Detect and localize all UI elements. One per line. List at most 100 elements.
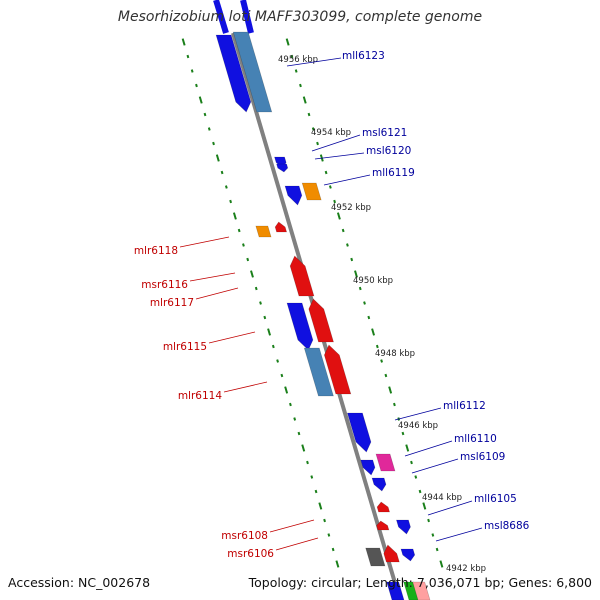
gene-label-msl6121: msl6121: [362, 127, 407, 139]
kbp-marker-label: 4950 kbp: [353, 276, 393, 286]
gene-labels: mll6123 msl6121 msl6120 mll6119 mll6112 mll61…: [134, 50, 530, 560]
scale-tick: [186, 54, 190, 59]
gene-block: [365, 547, 386, 567]
gene-label-msl8686: msl8686: [484, 520, 530, 532]
gene-label-leader: [404, 440, 453, 457]
scale-tick: [207, 127, 211, 131]
gene-label-mll6112: mll6112: [443, 400, 486, 412]
gene-label-leader: [208, 331, 256, 344]
scale-tick: [203, 112, 207, 117]
gene-block: [376, 501, 390, 513]
accession-label: Accession: NC_002678: [8, 575, 151, 590]
scale-tick: [314, 489, 318, 494]
scale-tick: [190, 69, 194, 73]
scale-tick: [422, 502, 427, 510]
scale-tick: [263, 315, 267, 320]
scale-tick: [212, 141, 215, 146]
scale-tick: [401, 431, 405, 436]
gene-label-leader: [269, 519, 315, 533]
gene-label-leader: [435, 527, 483, 542]
gene-block: [400, 548, 416, 562]
scale-ticks: [181, 38, 444, 568]
scale-tick: [323, 518, 326, 523]
gene-block: [308, 298, 334, 343]
scale-tick: [354, 270, 358, 278]
scale-tick: [393, 402, 396, 407]
scale-tick: [232, 212, 237, 220]
scale-tick: [198, 96, 203, 104]
gene-block: [371, 477, 387, 492]
scale-tick: [310, 475, 314, 479]
gene-block: [347, 412, 372, 453]
scale-tick: [380, 359, 383, 363]
scale-tick: [418, 489, 422, 494]
kbp-marker-label: 4944 kbp: [422, 493, 462, 503]
gene-label-mlr6118: mlr6118: [134, 245, 178, 257]
scale-tick: [318, 502, 323, 510]
scale-tick: [350, 257, 354, 262]
gene-label-leader: [394, 407, 442, 421]
gene-label-mlr6115: mlr6115: [163, 341, 207, 353]
gene-label-leader: [275, 537, 319, 551]
map-title: Mesorhizobium loti MAFF303099, complete …: [117, 9, 483, 25]
scale-tick: [284, 386, 289, 394]
scale-tick: [285, 38, 290, 46]
gene-block: [255, 225, 272, 238]
gene-label-leader: [195, 287, 239, 300]
scale-tick: [363, 301, 366, 305]
scale-tick: [427, 518, 430, 523]
gene-block: [289, 255, 315, 297]
kbp-marker-label: 4946 kbp: [398, 421, 438, 431]
scale-tick: [341, 228, 345, 233]
gene-features: [215, 31, 431, 600]
scale-tick: [297, 431, 301, 436]
gene-block: [213, 0, 229, 34]
gene-label-msr6108: msr6108: [221, 530, 268, 542]
gene-label-mlr6114: mlr6114: [178, 390, 223, 402]
scale-tick: [331, 547, 335, 552]
gene-label-msl6120: msl6120: [366, 145, 411, 157]
scale-tick: [388, 386, 393, 394]
scale-tick: [439, 560, 444, 568]
kbp-marker-label: 4942 kbp: [446, 564, 486, 574]
scale-tick: [311, 127, 315, 131]
scale-tick: [405, 444, 410, 452]
scale-tick: [181, 38, 186, 46]
scale-tick: [195, 83, 198, 88]
scale-tick: [316, 141, 319, 146]
scale-tick: [259, 301, 262, 305]
scale-tick: [435, 547, 439, 552]
gene-block: [403, 581, 420, 600]
gene-label-leader: [286, 57, 342, 67]
scale-tick: [215, 154, 220, 162]
gene-label-leader: [314, 152, 365, 160]
scale-tick: [307, 112, 311, 117]
gene-block: [276, 163, 289, 173]
scale-tick: [237, 228, 241, 233]
scale-tick: [328, 185, 332, 189]
scale-tick: [299, 83, 302, 88]
gene-label-leader: [223, 381, 268, 393]
gene-block: [232, 31, 273, 113]
scale-tick: [289, 402, 292, 407]
gene-block: [383, 544, 400, 563]
scale-tick: [220, 170, 224, 175]
scale-tick: [384, 373, 388, 378]
scale-tick: [367, 315, 371, 320]
scale-tick: [280, 373, 284, 378]
gene-block: [215, 34, 252, 113]
gene-block: [284, 185, 303, 206]
scale-tick: [267, 328, 272, 336]
scale-tick: [224, 185, 228, 189]
gene-block: [324, 344, 352, 395]
gene-block: [274, 221, 288, 233]
gene-label-leader: [323, 174, 371, 186]
gene-label-msr6116: msr6116: [141, 279, 188, 291]
gene-label-mll6119: mll6119: [372, 167, 415, 179]
scale-tick: [290, 54, 294, 59]
scale-tick: [358, 286, 362, 291]
scale-tick: [336, 212, 341, 220]
gene-label-mll6110: mll6110: [454, 433, 497, 445]
